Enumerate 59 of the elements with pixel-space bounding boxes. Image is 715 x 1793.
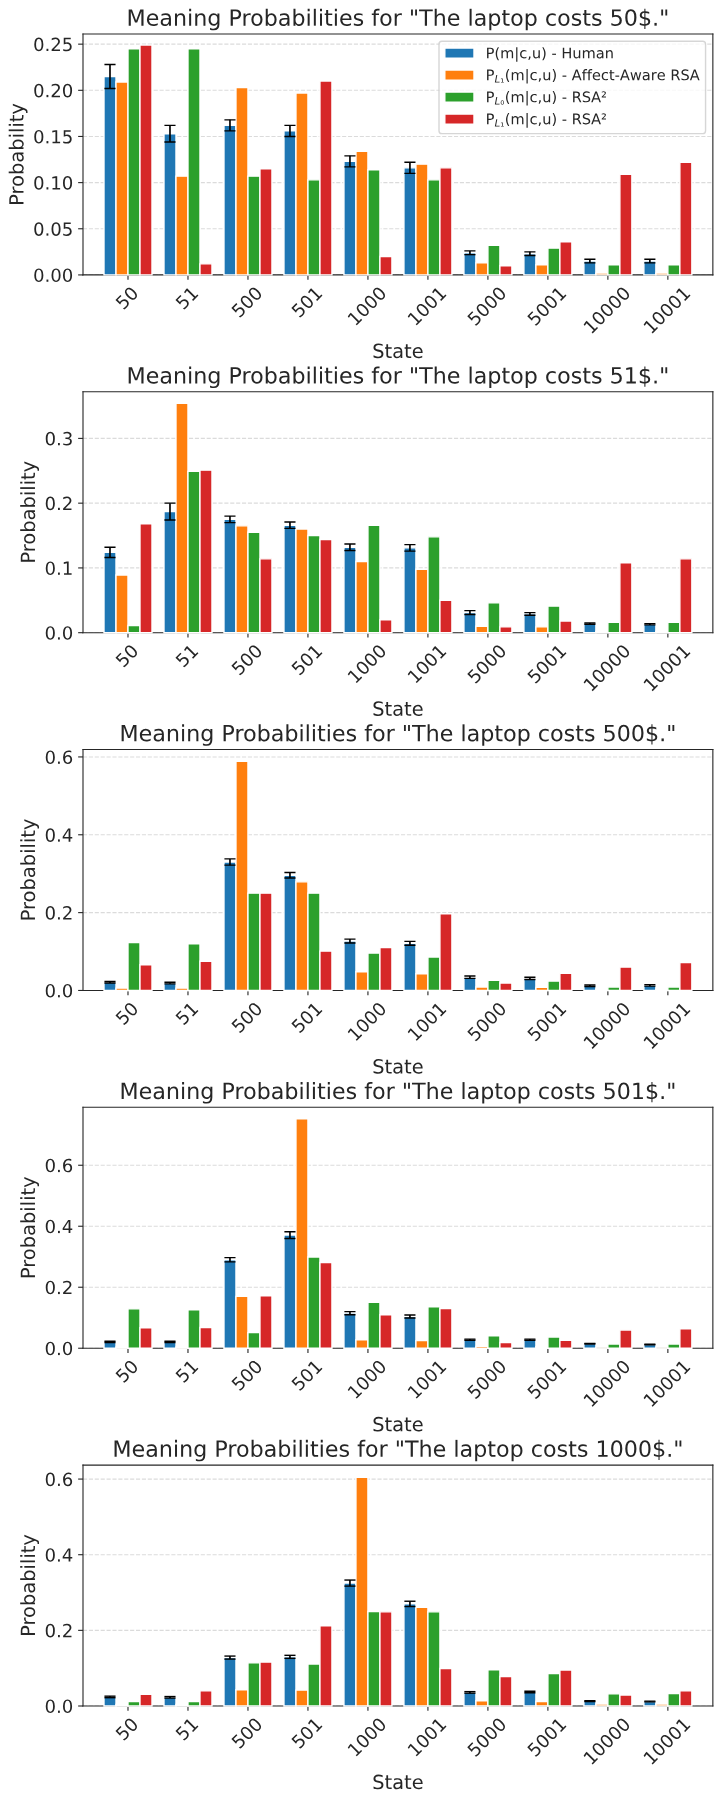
legend-label: P$_{L₁}$(m|c,u) - RSA² bbox=[487, 113, 606, 128]
x-tick-label: 501 bbox=[290, 643, 323, 676]
x-axis-title: State bbox=[373, 1416, 423, 1432]
chart-title: Meaning Probabilities for "The laptop costs 501$." bbox=[121, 1082, 675, 1104]
y-tick-label: 0.3 bbox=[45, 431, 72, 446]
chart-title: Meaning Probabilities for "The laptop costs 1000$." bbox=[114, 1439, 682, 1462]
y-tick-label: 0.6 bbox=[45, 750, 73, 765]
x-tick-label: 500 bbox=[230, 643, 263, 676]
x-tick-label: 501 bbox=[290, 1359, 323, 1392]
chart-title: Meaning Probabilities for "The laptop costs 500$." bbox=[121, 724, 675, 746]
x-tick-label: 501 bbox=[290, 286, 323, 318]
legend-label: P$_{L₀}$(m|c,u) - RSA² bbox=[487, 91, 606, 106]
x-tick-label: 50 bbox=[114, 643, 139, 668]
y-tick-label: 0.2 bbox=[45, 1623, 72, 1638]
x-axis-title: State bbox=[373, 1059, 423, 1074]
y-tick-label: 0.0 bbox=[45, 983, 73, 998]
y-tick-label: 0.05 bbox=[34, 222, 72, 236]
y-tick-label: 0.20 bbox=[34, 83, 73, 98]
x-axis-title: State bbox=[373, 1774, 423, 1790]
x-tick-label: 500 bbox=[230, 1001, 263, 1034]
chart-title: Meaning Probabilities for "The laptop costs 50$." bbox=[128, 8, 668, 31]
y-tick-label: 0.2 bbox=[45, 496, 72, 511]
y-axis-title: Probability bbox=[8, 103, 28, 204]
y-tick-label: 0.6 bbox=[45, 1472, 73, 1487]
y-tick-label: 0.6 bbox=[45, 1158, 73, 1173]
y-tick-label: 0.0 bbox=[45, 1699, 73, 1714]
y-tick-label: 0.2 bbox=[45, 1280, 72, 1295]
y-tick-label: 0.4 bbox=[45, 828, 73, 842]
y-tick-label: 0.10 bbox=[34, 176, 73, 190]
x-tick-label: 500 bbox=[230, 1359, 263, 1392]
y-axis-title: Probability bbox=[20, 819, 40, 920]
y-tick-label: 0.0 bbox=[45, 1341, 73, 1356]
y-tick-label: 0.4 bbox=[45, 1548, 73, 1562]
x-tick-label: 50 bbox=[114, 1359, 139, 1384]
y-tick-label: 0.15 bbox=[34, 129, 72, 144]
x-tick-label: 50 bbox=[114, 285, 139, 310]
y-tick-label: 0.4 bbox=[45, 1219, 73, 1234]
x-tick-label: 501 bbox=[290, 1001, 323, 1034]
chart-title: Meaning Probabilities for "The laptop costs 51$." bbox=[128, 366, 668, 389]
y-tick-label: 0.00 bbox=[34, 268, 73, 283]
x-axis-title: State bbox=[373, 343, 423, 359]
x-axis-title: State bbox=[373, 701, 423, 716]
x-tick-label: 50 bbox=[114, 1001, 139, 1026]
y-tick-label: 0.25 bbox=[34, 37, 72, 52]
y-tick-label: 0.0 bbox=[45, 626, 73, 640]
x-tick-label: 51 bbox=[175, 1717, 199, 1741]
x-tick-label: 51 bbox=[175, 643, 199, 668]
x-tick-label: 501 bbox=[290, 1717, 323, 1749]
x-tick-label: 50 bbox=[114, 1716, 139, 1741]
x-tick-label: 51 bbox=[175, 1359, 199, 1384]
y-axis-title: Probability bbox=[20, 461, 40, 562]
x-tick-label: 51 bbox=[175, 1001, 199, 1026]
y-tick-label: 0.1 bbox=[45, 561, 72, 576]
y-axis-title: Probability bbox=[20, 1176, 40, 1278]
x-tick-label: 51 bbox=[175, 286, 199, 310]
legend-label: P(m|c,u) - Human bbox=[487, 47, 613, 62]
legend-label: P$_{L₁}$(m|c,u) - Affect-Aware RSA bbox=[487, 69, 700, 84]
y-tick-label: 0.2 bbox=[45, 906, 72, 920]
y-axis-title: Probability bbox=[20, 1534, 40, 1636]
